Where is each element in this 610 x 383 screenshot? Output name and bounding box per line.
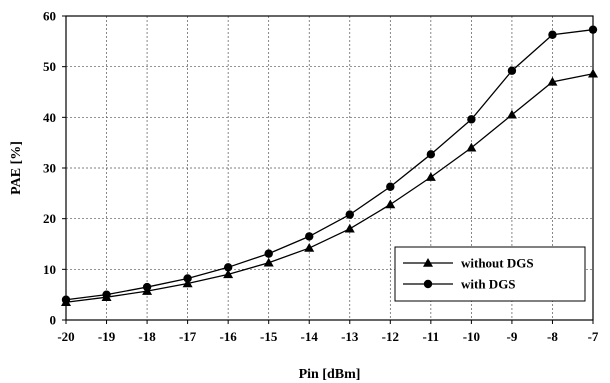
x-tick-label: -10 bbox=[463, 329, 480, 344]
circle-point bbox=[183, 274, 192, 283]
circle-point bbox=[426, 150, 436, 159]
x-tick-label: -14 bbox=[301, 329, 319, 344]
legend-box bbox=[394, 246, 586, 302]
x-tick-label: -12 bbox=[382, 329, 399, 344]
triangle-point bbox=[466, 142, 477, 152]
y-tick-label: 60 bbox=[43, 9, 56, 24]
series-line bbox=[65, 73, 594, 303]
x-tick-label: -8 bbox=[547, 329, 558, 344]
triangle-point bbox=[182, 278, 193, 288]
y-axis-ticks: 0 10 20 30 40 50 60 bbox=[43, 9, 66, 328]
circle-point bbox=[223, 263, 233, 272]
series-with-dgs bbox=[61, 25, 598, 304]
triangle-point bbox=[547, 76, 558, 86]
series-layer bbox=[61, 25, 598, 307]
circle-point bbox=[102, 290, 111, 299]
x-tick-label: -15 bbox=[260, 329, 278, 344]
triangle-point bbox=[385, 199, 396, 209]
y-axis-title: PAE [%] bbox=[9, 141, 24, 195]
circle-point bbox=[345, 210, 354, 219]
circle-point bbox=[61, 295, 71, 304]
y-tick-label: 40 bbox=[43, 110, 56, 125]
triangle-point bbox=[223, 269, 234, 279]
y-tick-label: 10 bbox=[43, 262, 56, 277]
circle-point bbox=[305, 232, 314, 241]
legend-triangle-marker bbox=[423, 258, 433, 267]
circle-point bbox=[507, 66, 517, 75]
circle-point bbox=[467, 115, 476, 124]
triangle-point bbox=[344, 223, 355, 233]
x-axis-title: Pin [dBm] bbox=[299, 367, 361, 382]
triangle-point bbox=[263, 257, 274, 267]
x-tick-label: -20 bbox=[57, 329, 74, 344]
legend-item: without DGS bbox=[403, 256, 534, 271]
legend-item: with DGS bbox=[403, 277, 516, 292]
circle-point bbox=[386, 182, 395, 191]
x-tick-label: -17 bbox=[179, 329, 197, 344]
x-tick-label: -18 bbox=[138, 329, 156, 344]
triangle-point bbox=[506, 109, 517, 119]
x-tick-label: -7 bbox=[588, 329, 599, 344]
y-tick-label: 20 bbox=[43, 211, 56, 226]
triangle-point bbox=[588, 68, 598, 78]
circle-point bbox=[588, 25, 598, 34]
x-tick-label: -11 bbox=[423, 329, 440, 344]
y-tick-label: 30 bbox=[43, 161, 56, 176]
legend-circle-marker bbox=[423, 279, 433, 289]
x-tick-label: -19 bbox=[98, 329, 116, 344]
y-tick-label: 0 bbox=[50, 313, 57, 328]
y-tick-label: 50 bbox=[43, 59, 56, 74]
circle-point bbox=[142, 282, 152, 292]
legend: without DGS with DGS bbox=[394, 246, 586, 302]
circle-point bbox=[548, 30, 557, 39]
triangle-point bbox=[304, 243, 315, 252]
triangle-point bbox=[425, 172, 436, 181]
series-line bbox=[65, 29, 594, 301]
legend-label: without DGS bbox=[461, 256, 534, 271]
x-tick-label: -16 bbox=[219, 329, 237, 344]
x-axis-ticks: -20 -19 -18 -17 -16 -15 -14 -13 -12 -11 -10 -9 -8 -7 bbox=[57, 320, 599, 344]
x-tick-label: -13 bbox=[341, 329, 359, 344]
x-tick-label: -9 bbox=[507, 329, 518, 344]
circle-point bbox=[264, 249, 273, 258]
legend-label: with DGS bbox=[461, 277, 516, 292]
